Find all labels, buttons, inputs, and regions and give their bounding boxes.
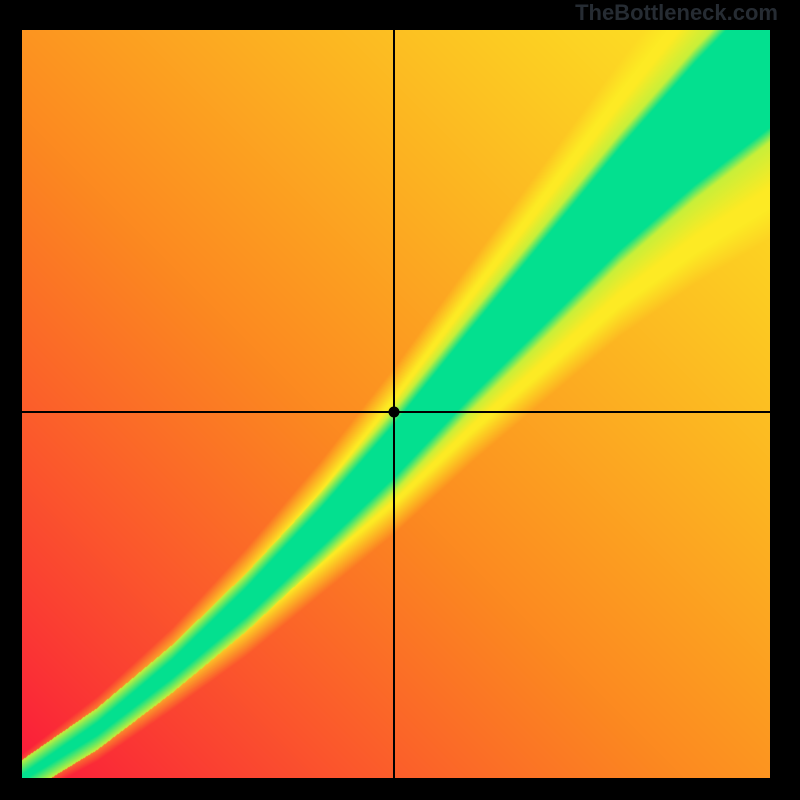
plot-area xyxy=(22,30,770,778)
crosshair-marker xyxy=(388,407,399,418)
crosshair-vertical xyxy=(393,30,395,778)
plot-frame xyxy=(0,0,800,800)
watermark-text: TheBottleneck.com xyxy=(575,0,778,26)
heatmap-canvas xyxy=(22,30,770,778)
